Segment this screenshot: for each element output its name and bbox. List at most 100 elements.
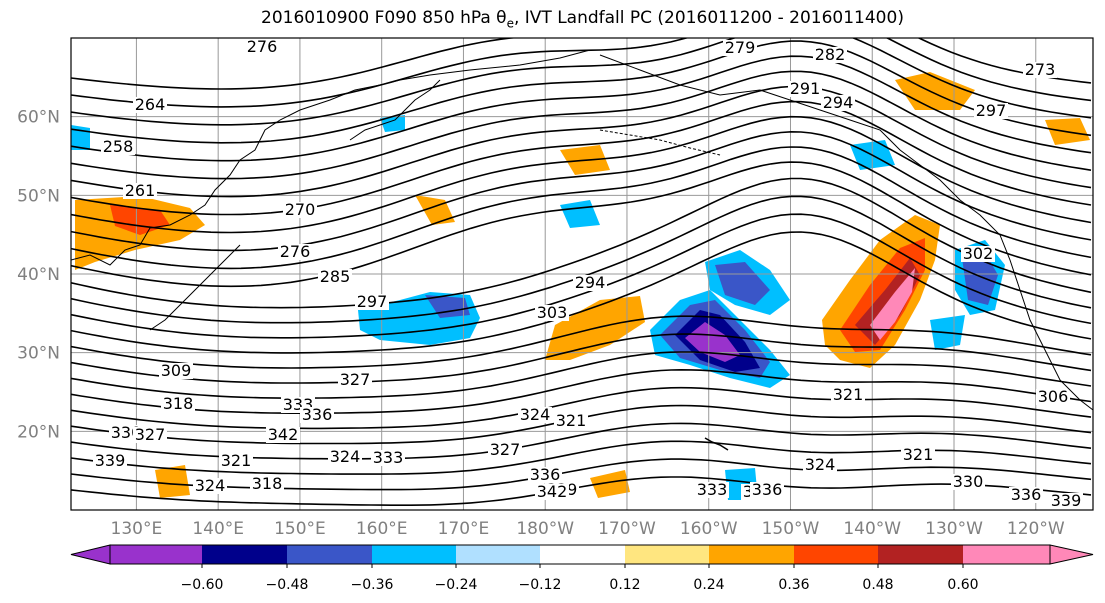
contour-label-bg (93, 453, 127, 469)
contour-line (71, 55, 1092, 162)
colorbar-tick-label: 0.60 (947, 577, 978, 593)
shade-midblue-central (425, 295, 470, 318)
contour-line (71, 333, 1092, 384)
contour-label: 261 (125, 181, 156, 200)
contour-label: 336 (752, 480, 783, 499)
contour-label: 306 (1038, 387, 1069, 406)
contour-label-bg (723, 40, 757, 56)
coastlines (71, 49, 1093, 451)
contour-label-bg (123, 183, 157, 199)
contour-line (71, 386, 1092, 430)
colorbar-segment (625, 545, 709, 564)
lon-label: 160°E (356, 519, 408, 539)
colorbar-segment (456, 545, 540, 564)
contour-label-bg (750, 482, 784, 498)
contour-label: 273 (1025, 60, 1056, 79)
contour-label-bg (161, 396, 195, 412)
contour-label: 282 (815, 45, 846, 64)
contour-label-bg (951, 474, 985, 490)
contour-label: 291 (790, 79, 821, 98)
contour-label: 279 (725, 38, 756, 57)
contour-label-bg (318, 269, 352, 285)
lat-label: 20°N (17, 422, 60, 442)
contour-line (71, 315, 1092, 369)
contour-label: 327 (135, 425, 166, 444)
contour-label-bg (355, 294, 389, 310)
lon-label: 170°W (598, 519, 656, 539)
contour-label: 303 (537, 303, 568, 322)
contour-line (71, 177, 1092, 309)
contour-label-bg (901, 447, 935, 463)
colorbar-segment (540, 545, 625, 564)
contour-label: 324 (330, 447, 361, 466)
contour-label-bg (159, 363, 193, 379)
colorbar-tick-label: −0.36 (351, 577, 394, 593)
colorbar-tick-label: 0.48 (862, 577, 893, 593)
contour-line (71, 458, 1092, 491)
contour-label-bg (1009, 487, 1043, 503)
contour-label-bg (133, 97, 167, 113)
shade-orange-alaska (895, 72, 975, 110)
contour-label: 342 (268, 425, 299, 444)
contour-line (71, 38, 1092, 126)
coast-japan (149, 244, 241, 331)
contour-label: 264 (135, 95, 166, 114)
colorbar-tick-label: −0.12 (519, 577, 562, 593)
contour-label: 327 (490, 440, 521, 459)
colorbar-tick-label: 0.36 (778, 577, 809, 593)
contour-label-bg (193, 478, 227, 494)
contour-label-bg (788, 81, 822, 97)
contour-label: 276 (247, 37, 278, 56)
contour-label-bg (300, 407, 334, 423)
contour-line (71, 476, 1092, 506)
contour-line (71, 85, 1092, 198)
lat-label: 30°N (17, 344, 60, 364)
lon-label: 180°W (516, 519, 574, 539)
contour-label-bg (278, 244, 312, 260)
contour-line (71, 70, 1092, 180)
contour-line (71, 161, 1092, 288)
contour-label: 294 (575, 273, 606, 292)
contour-label-bg (528, 467, 562, 483)
contour-label: 258 (103, 137, 134, 156)
lon-label: 140°W (843, 519, 901, 539)
contour-label-bg (266, 427, 300, 443)
colorbar-tick-label: 0.12 (609, 577, 640, 593)
lat-label: 50°N (17, 186, 60, 206)
contour-label: 339 (95, 451, 126, 470)
coast-hawaii (704, 437, 729, 451)
contour-label: 321 (833, 385, 864, 404)
title-prefix: 2016010900 F090 850 hPa θ (261, 8, 507, 28)
contour-label-bg (831, 387, 865, 403)
contour-label: 321 (903, 445, 934, 464)
contour-label: 342 (537, 482, 568, 501)
colorbar-outline (109, 544, 1051, 565)
contour-label-bg (328, 449, 362, 465)
contour-label-bg (961, 246, 995, 262)
contour-label-bg (554, 413, 588, 429)
shade-midblue-north-trough (715, 262, 770, 305)
contour-label: 333 (373, 448, 404, 467)
colorbar-segment (878, 545, 963, 564)
contour-label-bg (535, 305, 569, 321)
contour-line (71, 351, 1092, 399)
shade-orange-south (590, 470, 630, 498)
longitude-labels: 130°E 140°E 150°E 160°E 170°E 180°W 170°W 160°W… (111, 519, 1065, 539)
shade-midblue-coast (962, 252, 998, 305)
contour-label: 336 (302, 405, 333, 424)
shade-orange-south2 (155, 465, 190, 498)
contour-label-bg (518, 407, 552, 423)
contour-label: 276 (280, 242, 311, 261)
contour-label: 285 (320, 267, 351, 286)
contour-label-bg (695, 482, 729, 498)
latitude-labels: 60°N 50°N 40°N 30°N 20°N (17, 108, 60, 443)
contour-label: 270 (285, 200, 316, 219)
contour-label: 324 (520, 405, 551, 424)
colorbar-segment (287, 545, 372, 564)
title-suffix: , IVT Landfall PC (2016011200 - 20160114… (513, 8, 904, 28)
contour-label: 327 (340, 370, 371, 389)
contour-label-bg (371, 450, 405, 466)
theta-e-contours: 264 258 261 276 270 276 285 297 294 303 309 318 327 3… (71, 37, 1092, 510)
coast-aleutians (599, 129, 721, 156)
